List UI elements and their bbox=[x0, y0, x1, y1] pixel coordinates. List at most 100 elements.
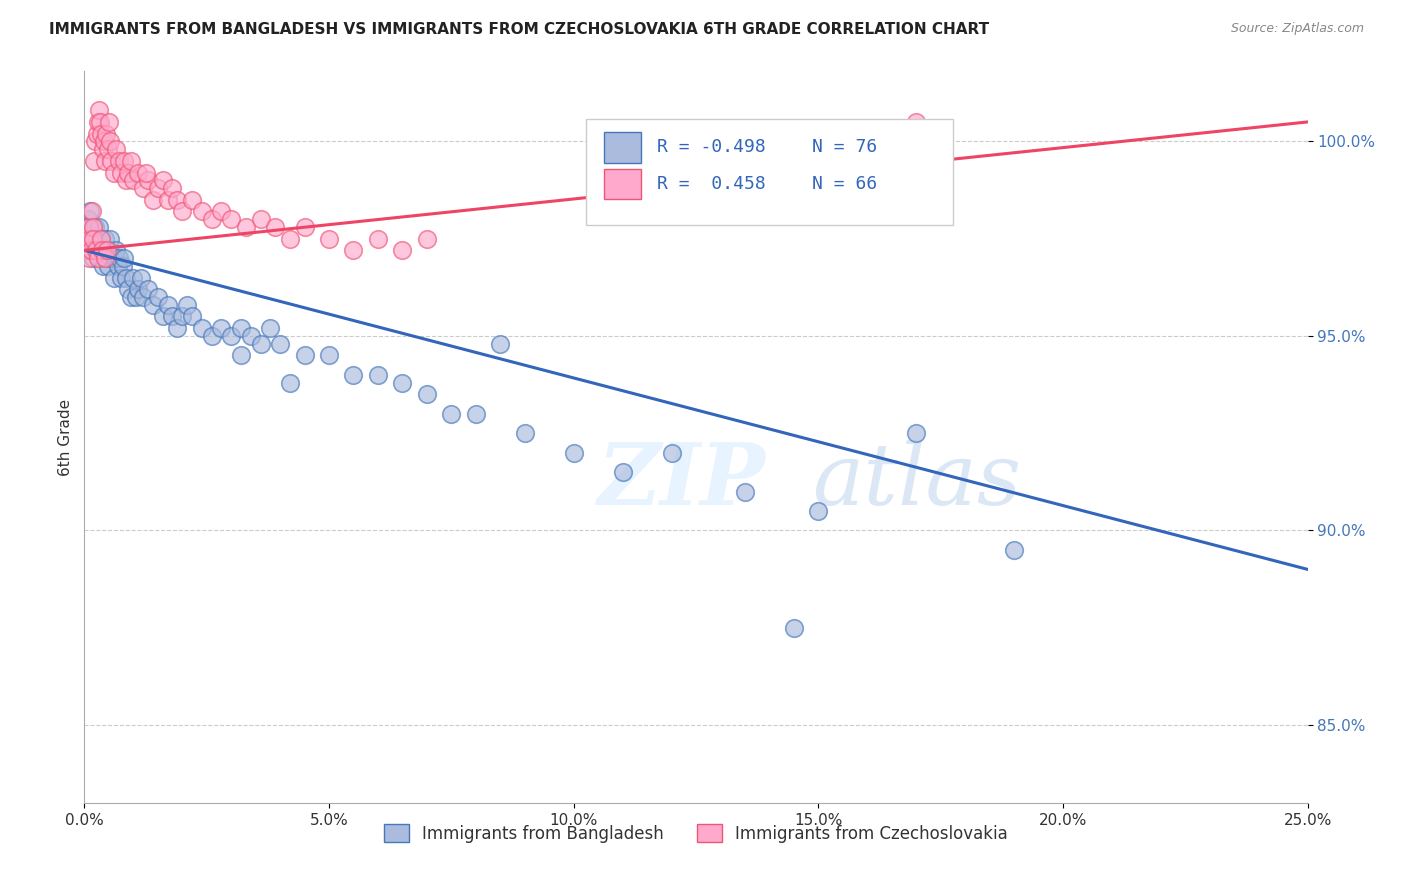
Point bbox=[176, 298, 198, 312]
Point bbox=[93, 135, 115, 149]
Point bbox=[464, 407, 486, 421]
Point bbox=[91, 142, 114, 156]
Point bbox=[97, 259, 120, 273]
Point bbox=[166, 321, 188, 335]
Point bbox=[77, 212, 100, 227]
Point bbox=[142, 193, 165, 207]
Point bbox=[76, 244, 98, 258]
Point bbox=[142, 298, 165, 312]
Point bbox=[156, 298, 179, 312]
Point bbox=[115, 270, 138, 285]
Point bbox=[146, 181, 169, 195]
Point bbox=[107, 153, 129, 168]
Point bbox=[229, 348, 252, 362]
Point bbox=[181, 310, 204, 324]
Point bbox=[94, 153, 117, 168]
Point bbox=[513, 426, 536, 441]
Point bbox=[172, 204, 194, 219]
Point bbox=[235, 219, 257, 234]
Point bbox=[136, 173, 159, 187]
Point bbox=[734, 484, 756, 499]
Point bbox=[278, 232, 301, 246]
Bar bbox=[586, 119, 953, 225]
Text: N = 76: N = 76 bbox=[813, 138, 877, 156]
Point bbox=[122, 270, 145, 285]
Point bbox=[807, 504, 830, 518]
Point bbox=[107, 251, 129, 265]
Point bbox=[127, 282, 149, 296]
Text: IMMIGRANTS FROM BANGLADESH VS IMMIGRANTS FROM CZECHOSLOVAKIA 6TH GRADE CORRELATI: IMMIGRANTS FROM BANGLADESH VS IMMIGRANTS… bbox=[49, 22, 990, 37]
Text: N = 66: N = 66 bbox=[813, 175, 877, 193]
Point bbox=[612, 465, 634, 479]
Point bbox=[103, 165, 125, 179]
Point bbox=[156, 193, 179, 207]
Point bbox=[84, 244, 107, 258]
Point bbox=[97, 142, 120, 156]
Point bbox=[318, 348, 340, 362]
Point bbox=[90, 251, 112, 265]
Point bbox=[239, 329, 262, 343]
Point bbox=[125, 290, 148, 304]
Point bbox=[89, 232, 111, 246]
Point bbox=[122, 173, 145, 187]
Point bbox=[80, 204, 103, 219]
Point bbox=[294, 348, 316, 362]
Point bbox=[200, 212, 222, 227]
Point bbox=[129, 270, 152, 285]
Point bbox=[117, 165, 139, 179]
Point bbox=[120, 153, 142, 168]
Point bbox=[209, 321, 232, 335]
Point bbox=[120, 290, 142, 304]
Point bbox=[191, 321, 214, 335]
Point bbox=[87, 244, 110, 258]
Point bbox=[152, 310, 174, 324]
Point bbox=[117, 282, 139, 296]
Point bbox=[342, 368, 364, 382]
Point bbox=[110, 165, 132, 179]
Point bbox=[79, 232, 101, 246]
Point bbox=[278, 376, 301, 390]
Point bbox=[91, 259, 114, 273]
Point bbox=[367, 232, 389, 246]
Point bbox=[82, 219, 104, 234]
Point bbox=[80, 244, 103, 258]
Bar bbox=[605, 169, 641, 199]
Point bbox=[100, 153, 122, 168]
Point bbox=[100, 251, 122, 265]
Point bbox=[89, 232, 111, 246]
Point bbox=[76, 232, 98, 246]
Point bbox=[87, 219, 110, 234]
Point bbox=[112, 153, 135, 168]
Text: ZIP: ZIP bbox=[598, 439, 766, 523]
Point bbox=[79, 204, 101, 219]
Point bbox=[96, 244, 118, 258]
Point bbox=[98, 232, 121, 246]
Point bbox=[562, 445, 585, 459]
Point bbox=[135, 165, 157, 179]
Point bbox=[342, 244, 364, 258]
Point bbox=[77, 251, 100, 265]
Point bbox=[166, 193, 188, 207]
Point bbox=[172, 310, 194, 324]
Point bbox=[219, 329, 242, 343]
Point bbox=[1002, 542, 1025, 557]
Point bbox=[82, 232, 104, 246]
Bar bbox=[605, 132, 641, 163]
Point bbox=[90, 127, 112, 141]
Point bbox=[264, 219, 287, 234]
Point bbox=[98, 135, 121, 149]
Point bbox=[416, 232, 439, 246]
Legend: Immigrants from Bangladesh, Immigrants from Czechoslovakia: Immigrants from Bangladesh, Immigrants f… bbox=[377, 818, 1015, 849]
Point bbox=[181, 193, 204, 207]
Point bbox=[107, 259, 129, 273]
Point bbox=[249, 212, 271, 227]
Text: R = -0.498: R = -0.498 bbox=[657, 138, 766, 156]
Point bbox=[783, 621, 806, 635]
Point bbox=[82, 251, 104, 265]
Point bbox=[905, 115, 928, 129]
Point bbox=[77, 219, 100, 234]
Point bbox=[76, 232, 98, 246]
Point bbox=[96, 251, 118, 265]
Point bbox=[661, 445, 683, 459]
Point bbox=[367, 368, 389, 382]
